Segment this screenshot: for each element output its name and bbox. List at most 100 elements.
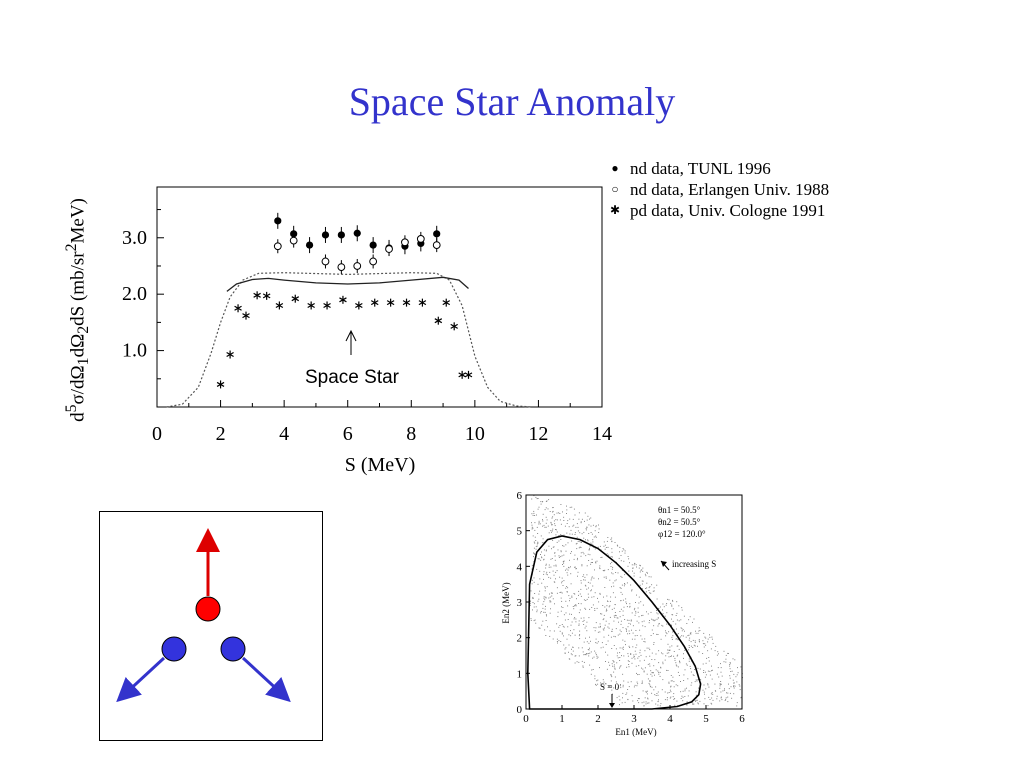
event-dot [557, 642, 558, 644]
event-dot [574, 514, 576, 516]
event-dot [630, 653, 632, 655]
event-dot [530, 619, 532, 621]
event-dot [543, 596, 545, 598]
event-dot [534, 619, 536, 621]
event-dot [633, 572, 635, 574]
event-dot [619, 647, 621, 649]
event-dot [585, 529, 587, 531]
event-dot [587, 539, 589, 541]
event-dot [646, 690, 648, 692]
event-dot [590, 651, 592, 653]
event-dot [671, 604, 673, 606]
erlangen-data-point [337, 263, 346, 272]
event-dot [579, 593, 581, 595]
event-dot [569, 506, 571, 508]
event-dot [648, 702, 650, 704]
event-dot [631, 612, 633, 614]
event-dot [578, 623, 580, 625]
event-dot [594, 630, 596, 632]
event-dot [733, 685, 735, 687]
inset-param-theta2: θn2 = 50.5° [658, 517, 701, 527]
event-dot [553, 514, 555, 516]
event-dot [636, 644, 638, 646]
event-dot [638, 596, 640, 598]
event-dot [547, 508, 549, 510]
event-dot [679, 660, 680, 662]
event-dot [590, 673, 592, 675]
event-dot [647, 702, 649, 704]
event-dot [710, 702, 712, 704]
event-dot [610, 563, 611, 565]
event-dot [555, 529, 556, 530]
event-dot [551, 524, 552, 526]
event-dot [613, 615, 615, 617]
event-dot [661, 689, 663, 691]
event-dot [593, 627, 595, 629]
event-dot [725, 658, 727, 660]
event-dot [566, 523, 568, 524]
event-dot [543, 541, 545, 543]
event-dot [596, 607, 598, 609]
event-dot [645, 690, 647, 692]
inset-x-tick-label: 4 [667, 713, 673, 725]
event-dot [573, 618, 575, 620]
event-dot [628, 570, 630, 572]
event-dot [666, 669, 668, 671]
event-dot [625, 572, 627, 574]
event-dot [575, 568, 577, 570]
event-dot [658, 699, 659, 701]
event-dot [593, 577, 595, 579]
event-dot [582, 551, 584, 553]
event-dot [673, 693, 675, 695]
event-dot [614, 667, 616, 669]
event-dot [606, 668, 608, 670]
event-dot [638, 702, 640, 704]
event-dot [676, 665, 678, 667]
event-dot [624, 574, 626, 576]
event-dot [551, 595, 553, 597]
event-dot [575, 618, 577, 620]
event-dot [555, 578, 556, 580]
event-dot [658, 673, 660, 675]
event-dot [555, 565, 557, 567]
event-dot [657, 613, 659, 615]
event-dot [623, 655, 625, 657]
event-dot [562, 561, 564, 563]
event-dot [639, 629, 641, 631]
event-dot [653, 643, 655, 645]
event-dot [596, 655, 598, 657]
event-dot [563, 580, 565, 582]
event-dot [731, 697, 733, 699]
event-dot [533, 603, 535, 605]
event-dot [599, 667, 600, 669]
event-dot [739, 685, 741, 687]
event-dot [538, 506, 540, 508]
event-dot [608, 606, 610, 608]
event-dot [641, 682, 643, 684]
event-dot [628, 619, 630, 621]
event-dot [736, 681, 738, 683]
event-dot [596, 560, 598, 562]
event-dot [702, 643, 704, 645]
inset-param-theta1: θn1 = 50.5° [658, 505, 701, 515]
event-dot [677, 639, 679, 641]
event-dot [631, 564, 633, 566]
event-dot [653, 620, 655, 622]
cologne-data-point [370, 298, 379, 307]
event-dot [697, 667, 699, 669]
event-dot [622, 614, 624, 616]
event-dot [600, 647, 602, 649]
event-dot [580, 617, 582, 619]
event-dot [651, 675, 653, 677]
event-dot [711, 665, 712, 667]
event-dot [737, 667, 738, 669]
event-dot [620, 623, 622, 625]
inset-y-tick-label: 0 [517, 704, 523, 716]
event-dot [649, 620, 650, 621]
event-dot [558, 512, 560, 514]
event-dot [688, 647, 690, 648]
event-dot [677, 685, 679, 687]
event-dot [651, 700, 653, 702]
event-dot [697, 632, 699, 634]
event-dot [690, 684, 692, 686]
